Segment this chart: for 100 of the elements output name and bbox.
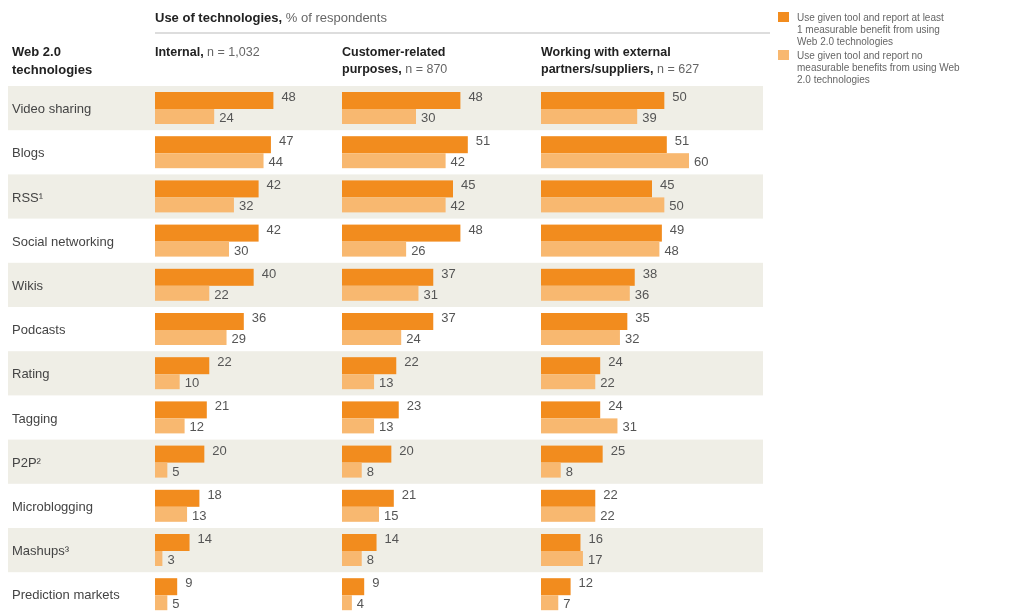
bar [541, 357, 601, 375]
chart-subtitle: Customer-related purposes, n = 870 [342, 45, 448, 76]
bar [342, 401, 399, 419]
bar [541, 180, 652, 198]
y-tick-label: RSS¹ [12, 189, 44, 205]
data-label: 44 [268, 154, 283, 170]
data-label: 49 [669, 221, 685, 237]
chart-subtitle: Working with external partners/suppliers, n = 627 [541, 45, 700, 76]
bar [342, 578, 365, 596]
data-label: 20 [399, 442, 414, 458]
data-label: 51 [475, 133, 491, 149]
bar [155, 445, 205, 463]
data-label: 15 [384, 507, 399, 523]
bar [342, 357, 397, 375]
bar [541, 153, 689, 169]
data-label: 22 [600, 375, 615, 391]
data-label: 9 [372, 575, 380, 591]
data-label: 42 [266, 221, 282, 237]
y-tick-label: Tagging [12, 410, 58, 426]
y-tick-label: Wikis [12, 277, 44, 293]
data-label: 8 [366, 552, 374, 567]
data-label: 8 [565, 463, 573, 479]
y-tick-label: Podcasts [12, 322, 66, 338]
data-label: 51 [674, 133, 690, 149]
bar [342, 418, 375, 434]
data-label: 31 [622, 419, 637, 435]
bar [342, 180, 453, 198]
data-label: 29 [231, 331, 246, 346]
bar [155, 330, 227, 345]
bar [541, 595, 559, 611]
data-label: 17 [587, 552, 603, 567]
data-label: 31 [423, 286, 438, 302]
data-label: 13 [379, 419, 394, 435]
bar [342, 489, 394, 507]
data-label: 39 [642, 110, 657, 125]
data-label: 35 [635, 310, 650, 325]
data-label: 40 [261, 265, 277, 281]
data-label: 9 [185, 575, 193, 591]
y-tick-label: Video sharing [12, 101, 92, 117]
data-label: 38 [642, 265, 658, 281]
bar [541, 136, 667, 154]
legend-label: Use given tool and report no measurable benefits from using Web 2.0 technologies [797, 50, 961, 85]
y-tick-label: P2P² [12, 454, 42, 470]
bar [155, 268, 254, 286]
bar [342, 153, 446, 169]
data-label: 20 [212, 442, 227, 458]
bar [342, 109, 416, 124]
bar [155, 578, 178, 596]
data-label: 50 [669, 198, 684, 214]
y-tick-label: Blogs [12, 145, 46, 161]
bar [541, 374, 596, 390]
bar [155, 153, 264, 169]
data-label: 26 [411, 242, 426, 258]
bar [155, 489, 200, 507]
y-tick-label: Prediction markets [12, 587, 121, 603]
y-tick-label: Mashups³ [12, 543, 70, 559]
data-label: 13 [379, 375, 394, 391]
bar [541, 534, 581, 551]
data-label: 14 [384, 531, 399, 546]
bar [155, 109, 215, 124]
bar [155, 180, 259, 198]
bar [342, 551, 362, 566]
bar [155, 241, 229, 257]
data-label: 22 [600, 507, 615, 523]
bar [541, 462, 561, 478]
bar [342, 224, 461, 242]
legend-label: Use given tool and report at least 1 measurable benefit from using Web 2.0 technologies [797, 12, 944, 47]
data-label: 21 [401, 486, 417, 502]
bar [342, 197, 446, 213]
data-label: 24 [608, 354, 623, 370]
bar [155, 374, 180, 390]
data-label: 45 [660, 177, 675, 193]
bar [342, 92, 461, 109]
data-label: 32 [238, 198, 254, 214]
data-label: 22 [404, 354, 419, 370]
data-label: 8 [366, 463, 374, 479]
data-label: 48 [468, 89, 483, 104]
bar [155, 313, 244, 330]
data-label: 24 [608, 398, 623, 414]
bar [541, 224, 662, 242]
bar [342, 136, 468, 154]
bar [155, 462, 168, 478]
bar [541, 489, 596, 507]
data-label: 24 [406, 331, 421, 346]
bar [541, 445, 603, 463]
data-label: 60 [694, 154, 709, 170]
bar [541, 418, 618, 434]
data-label: 18 [207, 486, 222, 502]
data-label: 23 [406, 398, 422, 414]
bar [155, 506, 188, 522]
data-label: 22 [603, 486, 618, 502]
data-label: 37 [441, 310, 456, 325]
data-label: 22 [217, 354, 232, 370]
data-label: 42 [266, 177, 282, 193]
bar [342, 313, 434, 330]
data-label: 13 [192, 507, 207, 523]
data-label: 3 [167, 552, 175, 567]
data-label: 24 [219, 110, 234, 125]
data-label: 12 [578, 575, 594, 591]
data-label: 10 [184, 375, 200, 391]
